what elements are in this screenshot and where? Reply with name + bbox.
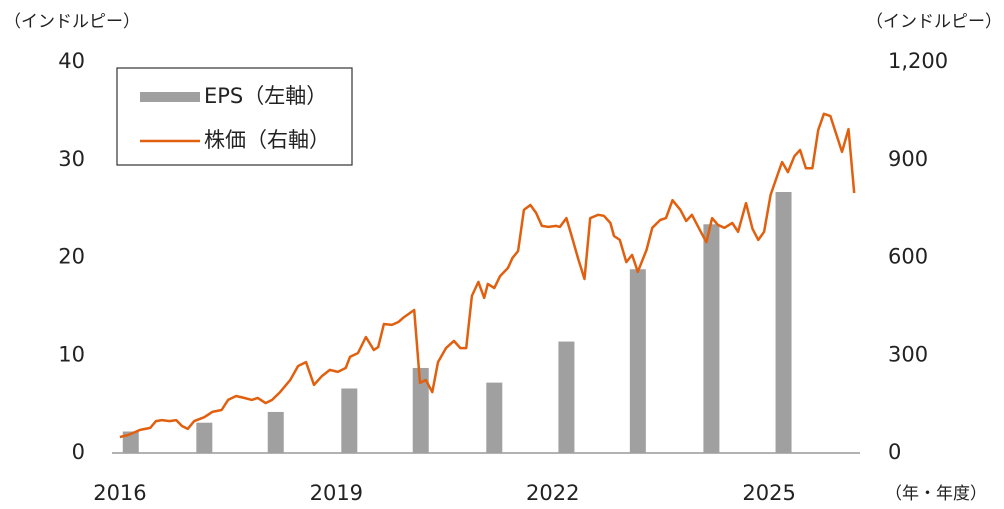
x-tick-label: 2022	[526, 481, 579, 505]
bar	[267, 411, 284, 453]
y2-tick-label: 300	[888, 342, 928, 366]
x-tick-label: 2016	[93, 481, 146, 505]
bar	[412, 367, 429, 453]
y2-unit: （インドルピー）	[866, 12, 1002, 32]
y-tick-label: 30	[58, 147, 85, 171]
x-tick-label: 2025	[742, 481, 795, 505]
bar	[558, 341, 575, 453]
bar	[486, 382, 503, 453]
legend-label: EPS（左軸）	[204, 84, 327, 108]
legend-label: 株価（右軸）	[204, 128, 330, 152]
y-tick-label: 0	[72, 440, 85, 464]
y-unit: （インドルピー）	[4, 12, 140, 32]
bar	[122, 431, 139, 453]
y2-tick-label: 0	[888, 440, 901, 464]
y-tick-label: 40	[58, 49, 85, 73]
bar	[775, 192, 792, 453]
x-unit: （年・年度）	[885, 484, 987, 504]
y-tick-label: 20	[58, 245, 85, 269]
y2-tick-label: 900	[888, 147, 928, 171]
bar	[629, 269, 646, 453]
legend-box	[116, 67, 353, 166]
y-tick-label: 10	[58, 342, 85, 366]
y2-tick-label: 600	[888, 245, 928, 269]
bar	[703, 224, 720, 453]
bar	[196, 422, 213, 453]
legend-swatch	[140, 92, 200, 102]
bar	[341, 388, 358, 453]
x-tick-label: 2019	[310, 481, 363, 505]
y2-tick-label: 1,200	[888, 49, 948, 73]
line	[119, 112, 856, 439]
